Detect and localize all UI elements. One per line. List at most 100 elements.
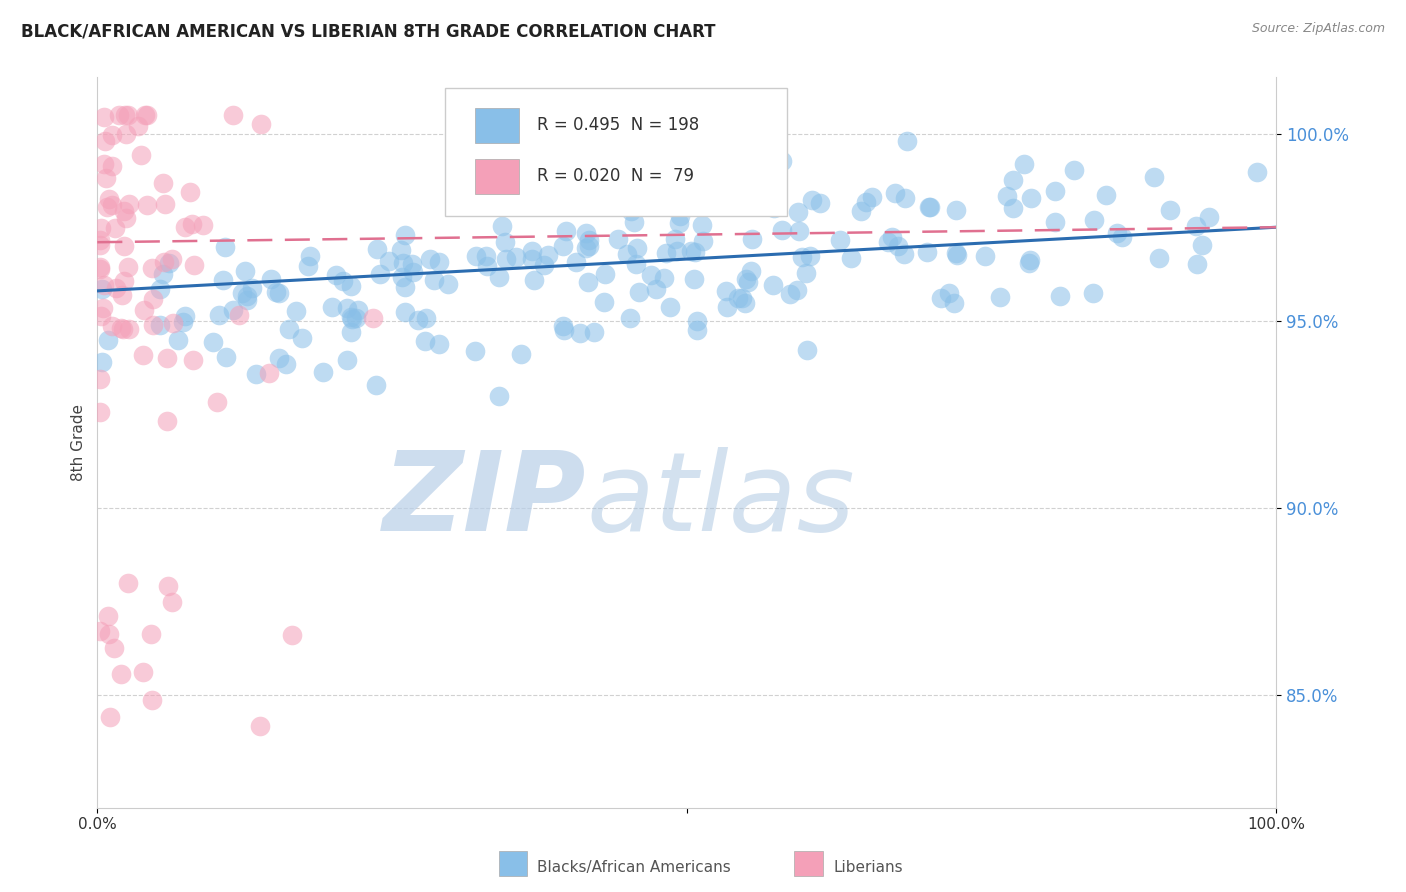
Point [156, 351, 179, 366]
Point [672, 186, 695, 200]
Point [945, 245, 967, 260]
Point [183, 258, 205, 272]
Point [267, 286, 290, 301]
Point [389, 243, 412, 257]
Point [222, 303, 245, 318]
Point [344, 310, 367, 325]
Point [734, 296, 756, 310]
Point [131, 665, 153, 679]
Point [779, 287, 801, 301]
Point [762, 201, 785, 215]
Point [794, 266, 817, 280]
Point [918, 200, 941, 214]
Point [98, 710, 121, 724]
Point [661, 198, 683, 212]
Point [89, 233, 111, 247]
Point [104, 220, 127, 235]
Point [619, 311, 641, 326]
Point [118, 196, 141, 211]
Point [1043, 184, 1066, 198]
Point [110, 666, 132, 681]
Point [578, 239, 600, 253]
Point [89, 260, 111, 274]
Point [851, 204, 873, 219]
Point [770, 154, 793, 169]
Point [627, 285, 650, 299]
Point [599, 192, 621, 206]
Point [714, 284, 737, 298]
Point [90, 309, 112, 323]
Point [97, 627, 120, 641]
Point [141, 693, 163, 707]
Point [564, 254, 586, 268]
Point [208, 308, 231, 322]
Point [855, 195, 877, 210]
Point [437, 277, 460, 292]
Point [94, 171, 117, 186]
Point [117, 108, 139, 122]
Point [127, 120, 149, 134]
Point [553, 323, 575, 337]
Point [578, 275, 600, 289]
Point [488, 389, 510, 403]
Point [93, 278, 115, 293]
Point [620, 204, 643, 219]
Point [427, 255, 450, 269]
Point [1185, 257, 1208, 271]
Point [523, 272, 546, 286]
Point [245, 367, 267, 381]
Point [522, 244, 544, 258]
Point [860, 190, 883, 204]
Point [786, 283, 808, 297]
Point [340, 278, 363, 293]
Point [624, 257, 647, 271]
Point [945, 202, 967, 217]
Point [136, 198, 159, 212]
Point [162, 595, 184, 609]
Point [877, 235, 900, 249]
Point [117, 260, 139, 274]
Point [839, 251, 862, 265]
Point [340, 312, 363, 326]
Point [394, 227, 416, 242]
Point [212, 273, 235, 287]
Point [152, 176, 174, 190]
Point [640, 268, 662, 282]
Point [141, 627, 163, 641]
Point [250, 117, 273, 131]
Point [193, 218, 215, 232]
Point [111, 322, 134, 336]
Point [101, 160, 124, 174]
Point [938, 286, 960, 301]
Point [90, 220, 112, 235]
Point [495, 252, 517, 266]
Point [467, 188, 489, 202]
Point [475, 249, 498, 263]
Point [668, 216, 690, 230]
Point [297, 259, 319, 273]
Point [533, 259, 555, 273]
Point [117, 576, 139, 591]
Point [97, 333, 120, 347]
Point [149, 282, 172, 296]
Point [762, 278, 785, 293]
Point [686, 323, 709, 337]
Point [281, 628, 304, 642]
Point [167, 333, 190, 347]
Point [1143, 170, 1166, 185]
Point [655, 246, 678, 260]
Point [136, 108, 159, 122]
Point [741, 184, 763, 198]
Point [174, 220, 197, 235]
Point [1105, 226, 1128, 240]
Bar [475, 160, 519, 194]
Point [114, 127, 136, 141]
Point [790, 251, 813, 265]
Point [153, 197, 176, 211]
Point [142, 318, 165, 333]
Point [201, 335, 224, 350]
Point [555, 224, 578, 238]
Text: Liberians: Liberians [834, 860, 904, 874]
Point [90, 282, 112, 296]
Point [157, 256, 180, 270]
